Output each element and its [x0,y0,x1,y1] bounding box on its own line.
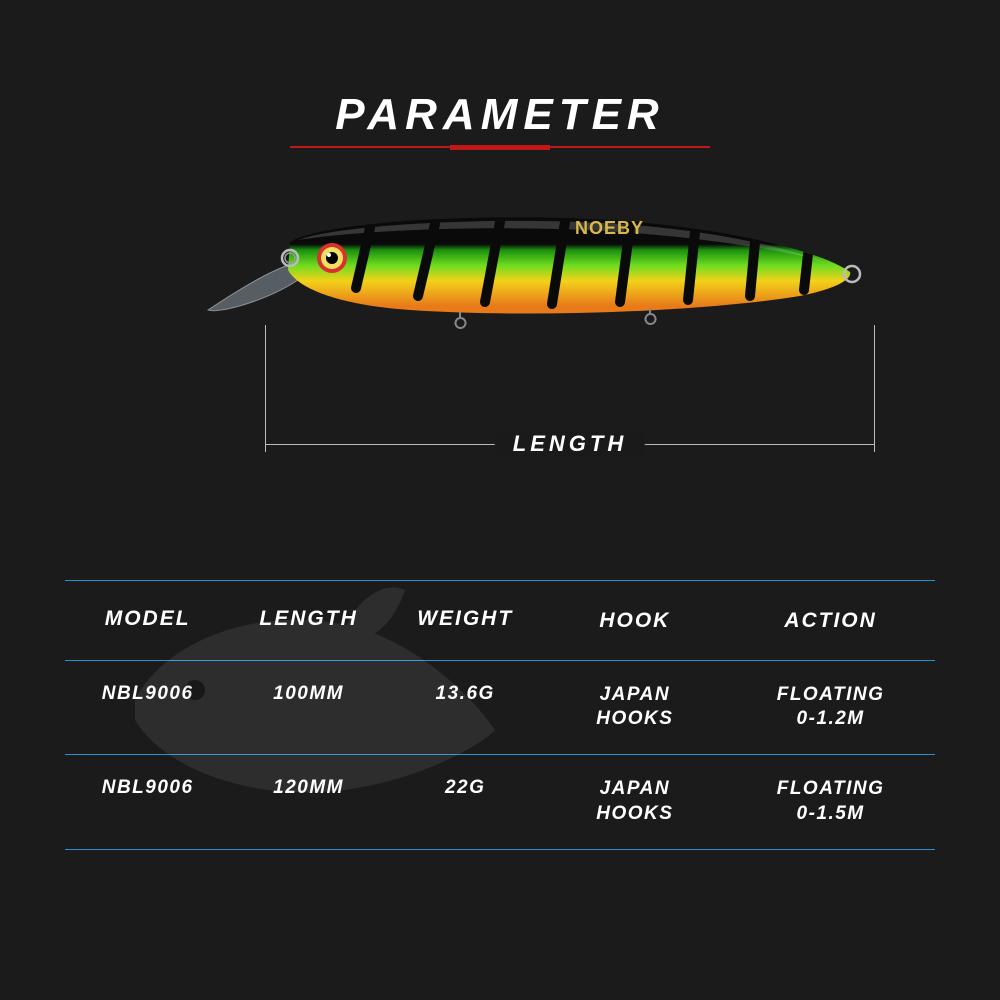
col-model: MODEL [65,607,230,634]
cell-hook: JAPANHOOKS [543,777,726,826]
spec-table: MODEL LENGTH WEIGHT HOOK ACTION NBL9006 … [65,580,935,850]
cell-action: FLOATING0-1.5M [726,777,935,826]
col-length: LENGTH [230,607,387,634]
title-underline [0,146,1000,150]
cell-hook: JAPANHOOKS [543,683,726,732]
cell-action: FLOATING0-1.2M [726,683,935,732]
cell-weight: 13.6G [387,683,544,732]
cell-length: 100MM [230,683,387,732]
length-measure: LENGTH [265,325,875,465]
col-weight: WEIGHT [387,607,544,634]
lure-illustration: NOEBY [180,210,880,330]
cell-length: 120MM [230,777,387,826]
lure-brand: NOEBY [575,218,644,238]
col-hook: HOOK [543,607,726,634]
page-title: PARAMETER [335,90,664,140]
cell-weight: 22G [387,777,544,826]
col-action: ACTION [726,607,935,634]
length-label: LENGTH [495,431,645,457]
table-header: MODEL LENGTH WEIGHT HOOK ACTION [65,580,935,660]
table-row: NBL9006 120MM 22G JAPANHOOKS FLOATING0-1… [65,754,935,849]
cell-model: NBL9006 [65,683,230,732]
cell-model: NBL9006 [65,777,230,826]
lure-diagram: NOEBY LENGTH [130,210,870,470]
table-row: NBL9006 100MM 13.6G JAPANHOOKS FLOATING0… [65,660,935,754]
